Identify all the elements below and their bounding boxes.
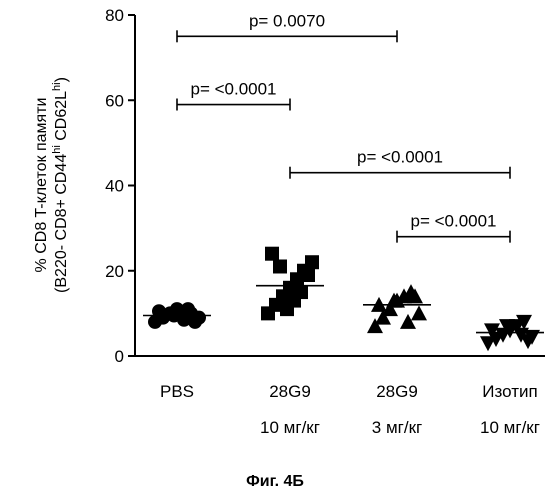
- category-label: Изотип: [482, 382, 537, 401]
- y-axis-label-sup: hi: [51, 82, 63, 91]
- category-labels: PBS 28G9 10 мг/кг 28G9 3 мг/кг Изотип 10 мг/кг: [160, 382, 540, 437]
- y-ticks: 0 20 40 60 80: [105, 6, 135, 366]
- y-tick-label: 0: [115, 347, 124, 366]
- y-tick-label: 80: [105, 6, 124, 25]
- category-label-sub: 3 мг/кг: [372, 418, 422, 437]
- data-point-square: [301, 268, 315, 282]
- figure-caption: Фиг. 4Б: [246, 473, 304, 490]
- y-tick-label: 60: [105, 91, 124, 110]
- category-label: 28G9: [376, 382, 418, 401]
- data-point-square: [287, 294, 301, 308]
- axes: [135, 15, 545, 356]
- data-point-square: [305, 255, 319, 269]
- p-value-label: p= <0.0001: [410, 212, 496, 231]
- category-label-sub: 10 мг/кг: [480, 418, 540, 437]
- y-axis-label-part: CD62L: [53, 91, 70, 145]
- category-label: 28G9: [269, 382, 311, 401]
- data-points: [148, 247, 540, 352]
- data-point-triangle-up: [411, 305, 427, 320]
- y-tick-label: 40: [105, 177, 124, 196]
- y-axis-label-part: ): [53, 77, 70, 82]
- median-lines: [143, 286, 544, 333]
- p-value-label: p= <0.0001: [190, 80, 276, 99]
- y-axis-label-part: (B220- CD8+ CD44: [53, 154, 70, 293]
- y-axis-label-sup: hi: [51, 145, 63, 154]
- p-value-label: p= 0.0070: [249, 11, 325, 30]
- data-point-circle: [181, 302, 195, 316]
- y-axis-label-line2: (B220- CD8+ CD44hi CD62Lhi): [51, 77, 70, 293]
- category-label-sub: 10 мг/кг: [260, 418, 320, 437]
- y-axis-label-line1: % CD8 T-клеток памяти: [33, 98, 50, 273]
- data-point-square: [265, 247, 279, 261]
- category-label: PBS: [160, 382, 194, 401]
- data-point-circle: [188, 315, 202, 329]
- data-point-square: [273, 259, 287, 273]
- y-tick-label: 20: [105, 262, 124, 281]
- comparisons: p= 0.0070 p= <0.0001 p= <0.0001 p= <0.0001: [177, 11, 510, 242]
- p-value-label: p= <0.0001: [357, 148, 443, 167]
